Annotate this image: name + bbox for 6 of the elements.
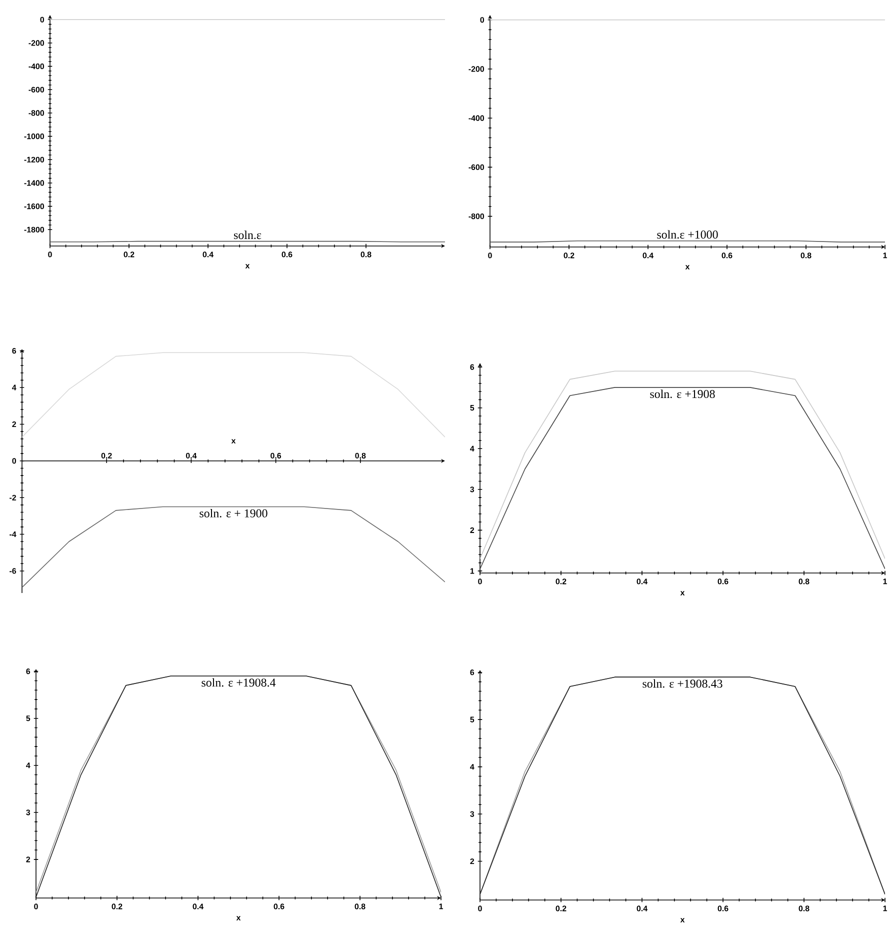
- series-label: soln.ε +1000: [657, 230, 718, 239]
- series-label: soln. ε +1908.4: [202, 678, 276, 687]
- series-label: soln.ε: [234, 230, 262, 240]
- series-label: soln. ε + 1900: [200, 508, 268, 518]
- series-label: soln. ε +1908.43: [642, 679, 722, 688]
- series-label: soln. ε +1908: [650, 390, 715, 398]
